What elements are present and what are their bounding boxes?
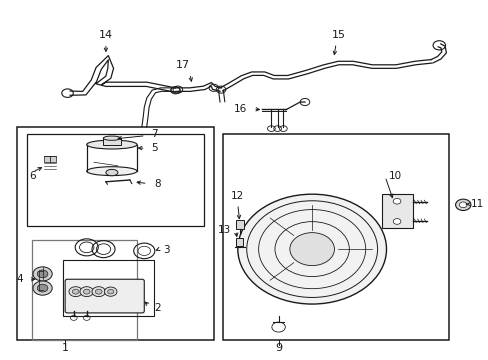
Bar [32,240,137,339]
Bar [103,138,120,145]
Text: 7: 7 [151,129,158,139]
Circle shape [83,289,90,294]
Bar [17,127,213,339]
Text: 13: 13 [217,225,230,235]
Text: 4: 4 [16,274,23,284]
Circle shape [289,233,334,266]
Text: 15: 15 [331,30,345,40]
Text: 2: 2 [154,303,161,312]
Circle shape [80,287,93,297]
FancyBboxPatch shape [65,279,144,313]
Circle shape [104,287,117,296]
Bar [223,134,448,339]
Ellipse shape [86,140,137,149]
Text: 3: 3 [163,245,170,255]
Circle shape [95,289,102,294]
Circle shape [37,270,48,278]
Circle shape [33,267,52,281]
Text: 14: 14 [99,30,113,40]
Text: 5: 5 [151,143,158,153]
Bar [62,260,154,316]
Circle shape [69,287,82,297]
Circle shape [92,287,105,297]
Circle shape [392,198,400,204]
Circle shape [37,284,48,292]
Text: 17: 17 [175,60,189,70]
Bar [44,156,50,162]
Ellipse shape [103,136,120,140]
Text: 6: 6 [29,171,36,181]
Bar [381,194,412,228]
Text: 8: 8 [154,179,160,189]
Text: 10: 10 [388,171,401,181]
Circle shape [107,289,114,294]
Ellipse shape [106,169,118,176]
Text: 16: 16 [234,104,247,114]
Circle shape [459,202,466,208]
Circle shape [455,199,470,211]
Bar [236,238,243,246]
Text: 11: 11 [469,199,483,209]
Circle shape [33,281,52,295]
Circle shape [237,194,386,304]
Text: 9: 9 [274,343,282,354]
Circle shape [72,289,79,294]
Text: 12: 12 [231,191,244,201]
Text: 1: 1 [61,343,68,354]
Bar [50,156,56,162]
Bar [235,220,243,229]
Bar [27,134,204,226]
Ellipse shape [86,167,137,176]
Circle shape [392,219,400,224]
